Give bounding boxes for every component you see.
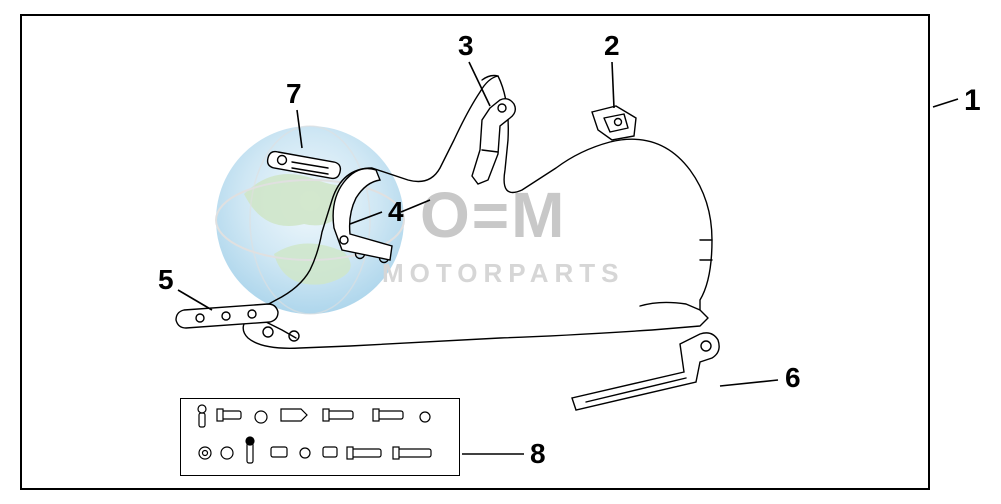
callout-8: 8	[530, 438, 546, 470]
callout-6: 6	[785, 362, 801, 394]
callout-5: 5	[158, 264, 174, 296]
diagram-frame	[20, 14, 930, 490]
callout-3: 3	[458, 30, 474, 62]
callout-4: 4	[388, 196, 404, 228]
callout-2: 2	[604, 30, 620, 62]
callout-1: 1	[964, 84, 981, 118]
callout-7: 7	[286, 78, 302, 110]
